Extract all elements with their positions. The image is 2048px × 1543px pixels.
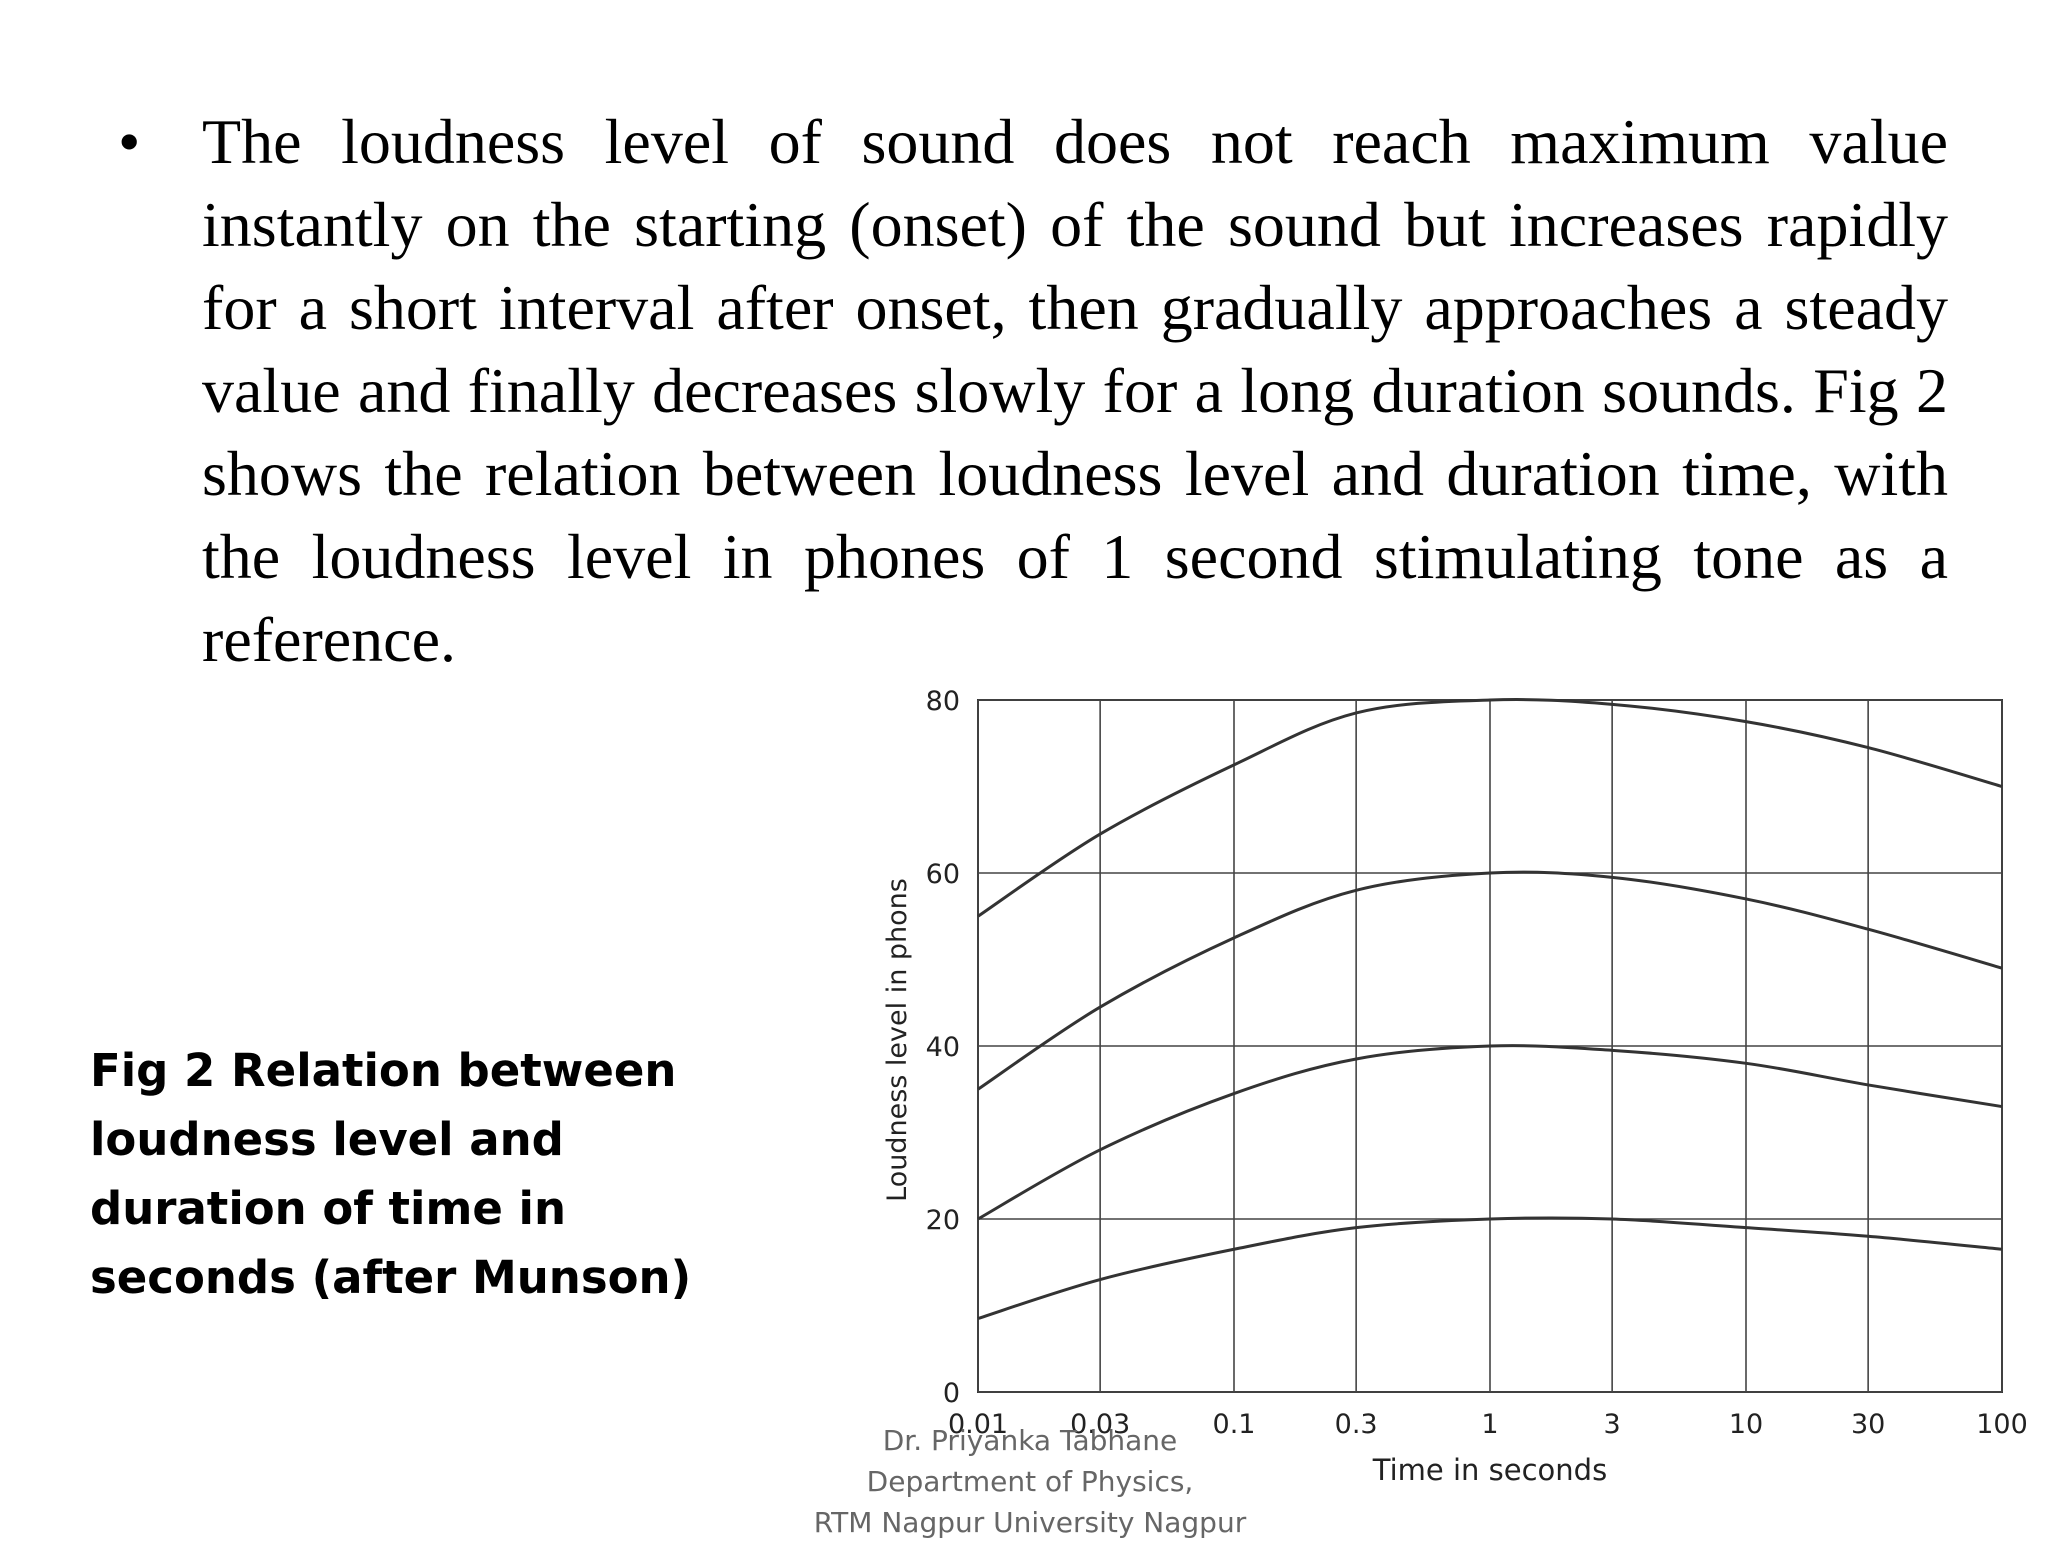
body-paragraph: The loudness level of sound does not rea…: [202, 106, 1948, 675]
x-tick-label: 30: [1851, 1409, 1885, 1440]
figure-caption: Fig 2 Relation between loudness level an…: [90, 1044, 692, 1304]
y-tick-label: 0: [943, 1378, 960, 1409]
y-axis-label: Loudness level in phons: [882, 878, 913, 1202]
bullet-marker: •: [118, 106, 141, 177]
y-tick-label: 80: [926, 686, 960, 717]
x-tick-label: 0.3: [1335, 1409, 1378, 1440]
footer-author: Dr. Priyanka Tabhane: [882, 1424, 1178, 1457]
series-line: [977, 870, 2003, 1091]
x-tick-label: 1: [1481, 1409, 1498, 1440]
y-tick-label: 20: [926, 1205, 960, 1236]
x-tick-label: 100: [1976, 1409, 2028, 1440]
x-tick-label: 0.1: [1213, 1409, 1256, 1440]
footer-department: Department of Physics,: [866, 1465, 1194, 1498]
x-tick-label: 0.03: [1070, 1409, 1130, 1440]
series-line: [977, 1044, 2003, 1221]
y-tick-label: 40: [926, 1032, 960, 1063]
x-tick-label: 0.01: [948, 1409, 1008, 1440]
slide-footer: Dr. Priyanka Tabhane Department of Physi…: [750, 1420, 1310, 1543]
x-tick-label: 3: [1604, 1409, 1621, 1440]
x-tick-label: 10: [1729, 1409, 1763, 1440]
footer-university: RTM Nagpur University Nagpur: [813, 1506, 1247, 1539]
series-line: [977, 1216, 2003, 1320]
x-axis-label: Time in seconds: [1372, 1453, 1607, 1487]
series-line: [977, 698, 2003, 918]
y-tick-label: 60: [926, 859, 960, 890]
bullet-point: • The loudness level of sound does not r…: [118, 100, 1948, 681]
